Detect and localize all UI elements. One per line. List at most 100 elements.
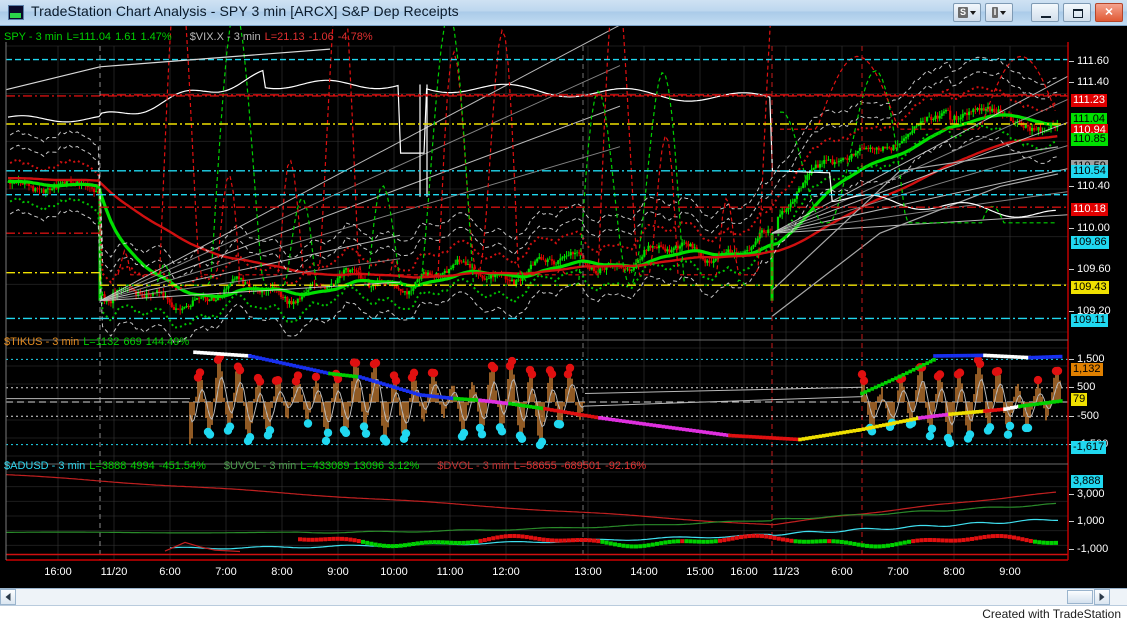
arrow-left-icon <box>5 593 11 601</box>
axis-value-tag[interactable]: 111.23 <box>1071 93 1108 107</box>
legend-last: L=3888 <box>89 460 127 472</box>
legend-last: L=21.13 <box>264 31 305 43</box>
window-controls: S I ✕ <box>953 3 1123 22</box>
time-axis-label: 8:00 <box>271 566 293 578</box>
status-bar: Created with TradeStation <box>0 605 1127 623</box>
axis-tick-mark <box>1069 358 1074 360</box>
time-axis-label: 11/20 <box>100 566 128 578</box>
axis-value-tag[interactable]: 109.11 <box>1071 314 1108 328</box>
time-axis-label: 11/23 <box>772 566 800 578</box>
minimize-icon <box>1041 16 1051 18</box>
axis-value-tag[interactable]: -1,617 <box>1071 441 1107 455</box>
axis-tick-mark <box>1069 269 1074 271</box>
axis-tick-label: 109.20 <box>1077 304 1111 317</box>
scroll-left-button[interactable] <box>0 589 16 605</box>
axis-tick-mark <box>1069 493 1074 495</box>
legend-entry[interactable]: $DVOL - 3 min L=58655 -689501 -92.16% <box>437 460 650 472</box>
legend-last: L=433089 <box>300 460 350 472</box>
legend-entry[interactable]: $VIX.X - 3 min L=21.13 -1.06 -4.78% <box>190 31 377 43</box>
legend-last: L=111.04 <box>66 31 112 43</box>
maximize-icon <box>1073 9 1083 18</box>
time-axis-label: 8:00 <box>943 566 965 578</box>
close-button[interactable]: ✕ <box>1095 3 1123 22</box>
legend-change: -1.06 <box>308 31 334 43</box>
legend-percent: 144.49% <box>145 336 190 348</box>
legend-breadth-panel: $ADUSD - 3 min L=3888 4994 -451.54% $UVOL - … <box>4 460 664 472</box>
time-axis-label: 9:00 <box>999 566 1021 578</box>
legend-percent: -4.78% <box>337 31 373 43</box>
legend-symbol: $VIX.X - 3 min <box>189 31 261 43</box>
axis-tick-mark <box>1069 415 1074 417</box>
minimize-button[interactable] <box>1031 3 1059 22</box>
time-axis-label: 10:00 <box>380 566 408 578</box>
horizontal-scrollbar[interactable] <box>0 588 1127 605</box>
axis-tick-mark <box>1069 227 1074 229</box>
scroll-right-button[interactable] <box>1094 589 1110 605</box>
time-axis-label: 13:00 <box>574 566 602 578</box>
axis-tick-mark <box>1069 521 1074 522</box>
legend-percent: -92.16% <box>605 460 647 472</box>
axis-value-tag[interactable]: 111.04 <box>1071 113 1108 127</box>
axis-tick-label: 1,500 <box>1077 352 1105 365</box>
legend-percent: 3.12% <box>388 460 420 472</box>
legend-tikus-panel: $TIKUS - 3 min L=1132 669 144.49% <box>4 336 207 348</box>
scrollbar-thumb[interactable] <box>1067 590 1093 604</box>
time-axis-label: 16:00 <box>44 566 72 578</box>
axis-value-tag[interactable]: 110.18 <box>1071 202 1108 216</box>
axis-tick-mark <box>1069 81 1074 83</box>
axis-tick-label: 111.60 <box>1077 55 1110 68</box>
axis-tick-mark <box>1069 310 1074 312</box>
chart-canvas[interactable]: SPY - 3 min L=111.04 1.61 1.47% $VIX.X - 3 m… <box>0 26 1127 588</box>
legend-entry[interactable]: SPY - 3 min L=111.04 1.61 1.47% <box>4 31 176 43</box>
legend-price-panel: SPY - 3 min L=111.04 1.61 1.47% $VIX.X - 3 m… <box>4 31 391 43</box>
legend-symbol: $ADUSD - 3 min <box>4 460 86 472</box>
style-dropdown-button[interactable]: S <box>953 3 981 22</box>
status-text: Created with TradeStation <box>982 607 1121 621</box>
axis-tick-label: 110.00 <box>1077 221 1110 234</box>
chart-plot[interactable] <box>0 26 1127 588</box>
interval-dropdown-button[interactable]: I <box>985 3 1013 22</box>
arrow-right-icon <box>1099 593 1105 601</box>
legend-symbol: $DVOL - 3 min <box>437 460 510 472</box>
window-title: TradeStation Chart Analysis - SPY 3 min … <box>31 3 459 19</box>
legend-entry[interactable]: $UVOL - 3 min L=433089 13096 3.12% <box>224 460 423 472</box>
legend-change: 4994 <box>130 460 155 472</box>
axis-value-tag[interactable]: 79 <box>1071 393 1088 407</box>
legend-last: L=58655 <box>513 460 557 472</box>
chevron-down-icon <box>1000 10 1007 15</box>
axis-tick-label: 500 <box>1077 381 1096 394</box>
axis-value-tag[interactable]: 110.85 <box>1071 133 1108 147</box>
axis-tick-mark <box>1069 387 1074 389</box>
axis-tick-label: 109.60 <box>1077 263 1111 276</box>
legend-change: 669 <box>123 336 142 348</box>
axis-tick-label: 110.40 <box>1077 179 1110 192</box>
legend-symbol: $TIKUS - 3 min <box>4 336 80 348</box>
time-axis-label: 6:00 <box>159 566 181 578</box>
legend-last: L=1132 <box>83 336 120 348</box>
legend-entry[interactable]: $ADUSD - 3 min L=3888 4994 -451.54% <box>4 460 210 472</box>
legend-change: 13096 <box>353 460 385 472</box>
close-icon: ✕ <box>1104 6 1114 18</box>
time-axis-label: 7:00 <box>887 566 909 578</box>
chevron-down-icon <box>970 10 976 15</box>
maximize-button[interactable] <box>1063 3 1091 22</box>
axis-tick-label: -500 <box>1077 409 1100 422</box>
time-axis-label: 16:00 <box>730 566 758 578</box>
axis-tick-mark <box>1069 185 1074 187</box>
title-bar: TradeStation Chart Analysis - SPY 3 min … <box>0 0 1127 26</box>
axis-value-tag[interactable]: 1,132 <box>1071 363 1103 377</box>
legend-change: 1.61 <box>115 31 137 43</box>
chart-app-icon <box>8 5 24 20</box>
axis-value-tag[interactable]: 109.43 <box>1071 280 1109 294</box>
legend-change: -689501 <box>560 460 602 472</box>
axis-value-tag[interactable]: 3,888 <box>1071 475 1103 489</box>
axis-tick-mark <box>1069 548 1074 550</box>
legend-entry[interactable]: $TIKUS - 3 min L=1132 669 144.49% <box>4 336 193 348</box>
axis-value-tag[interactable]: 109.86 <box>1071 236 1109 250</box>
legend-percent: 1.47% <box>140 31 172 43</box>
time-axis-label: 14:00 <box>630 566 658 578</box>
axis-value-tag[interactable]: 110.54 <box>1071 165 1108 179</box>
axis-tick-label: 111.40 <box>1077 75 1110 88</box>
axis-tick-label: 1,000 <box>1077 515 1105 527</box>
